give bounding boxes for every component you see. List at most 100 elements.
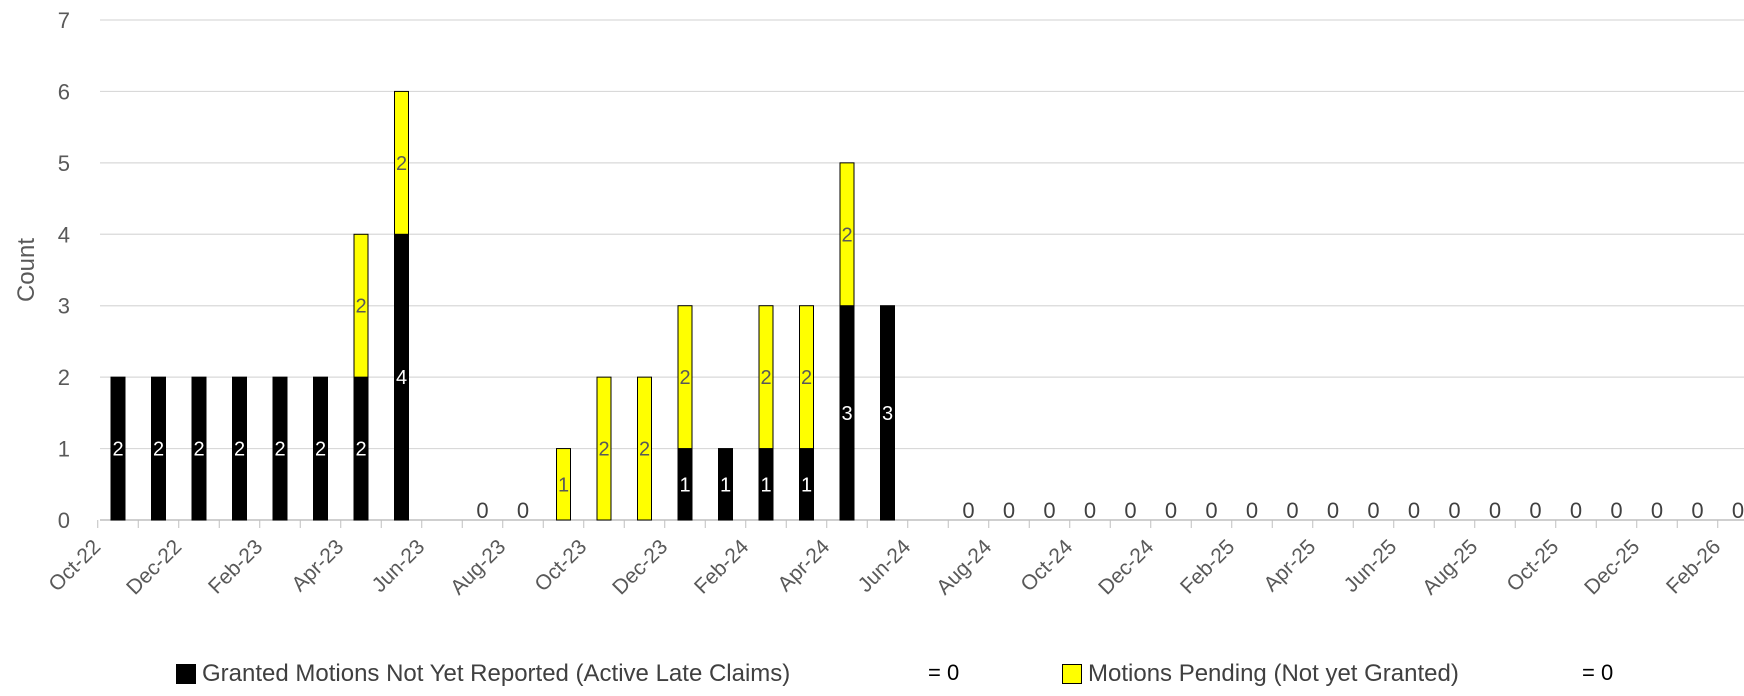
data-label-zero: 0	[1691, 498, 1703, 523]
data-label-zero: 0	[1367, 498, 1379, 523]
x-tick-label: Apr-23	[287, 535, 348, 596]
data-label-pending: 2	[801, 367, 812, 389]
legend-item-granted: Granted Motions Not Yet Reported (Active…	[176, 660, 790, 688]
x-tick-label: Dec-25	[1580, 535, 1644, 599]
data-label-granted: 1	[720, 474, 731, 496]
bars	[110, 90, 895, 521]
data-label-zero: 0	[1286, 498, 1298, 523]
x-axis: Oct-22 Dec-22 Feb-23 Apr-23 Jun-23 Aug-23 Oct-…	[44, 520, 1725, 599]
y-tick-label: 0	[58, 508, 70, 533]
data-label-zero: 0	[1205, 498, 1217, 523]
legend-swatch-pending	[1062, 664, 1082, 684]
x-tick-label: Jun-24	[854, 535, 916, 597]
bar-granted	[232, 376, 247, 521]
data-label-granted: 2	[234, 439, 245, 461]
x-tick-label: Jun-25	[1340, 535, 1402, 597]
bar-pending	[758, 305, 774, 450]
legend-count-pending: = 0	[1582, 660, 1614, 685]
x-tick-label: Feb-24	[690, 535, 754, 599]
data-label-zero: 0	[1003, 498, 1015, 523]
bar-pending	[799, 305, 814, 450]
x-tick-label: Feb-25	[1176, 535, 1239, 598]
x-tick-label: Feb-23	[204, 535, 267, 598]
data-label-zero: 0	[962, 498, 974, 523]
data-label-zero: 0	[1327, 498, 1339, 523]
data-label-zero: 0	[1732, 498, 1744, 523]
data-label-zero: 0	[1043, 498, 1055, 523]
y-tick-label: 7	[58, 8, 70, 33]
y-tick-label: 5	[58, 151, 70, 176]
bar-granted	[718, 448, 733, 521]
x-tick-label: Apr-24	[773, 535, 834, 596]
data-label-granted: 2	[193, 439, 204, 461]
bar-pending	[353, 233, 369, 378]
data-label-zero: 0	[1084, 498, 1096, 523]
data-label-granted: 2	[112, 439, 123, 461]
stacked-bar-chart: 2 2 2 2 2 2 2 2 4 2 0 0 1 2 2 1 2 1 1 2 1 2 3 2 3 0 0 0 0 0 0 0 0 0 0 0 0 0 0 0…	[13, 8, 1744, 599]
bar-granted	[880, 305, 895, 521]
y-axis: 0 1 2 3 4 5 6 7	[58, 8, 70, 533]
legend-label-pending: Motions Pending (Not yet Granted)	[1088, 660, 1459, 687]
bar-granted	[313, 376, 328, 521]
data-label-pending: 2	[598, 439, 609, 461]
data-label-granted: 2	[153, 439, 164, 461]
x-tick-label: Apr-25	[1259, 535, 1320, 596]
data-label-granted: 2	[274, 439, 285, 461]
x-tick-label: Jun-23	[368, 535, 430, 597]
x-tick-label: Aug-25	[1418, 535, 1482, 599]
data-labels: 2 2 2 2 2 2 2 2 4 2 0 0 1 2 2 1 2 1 1 2 1 2 3 2 3 0 0 0 0 0 0 0 0 0 0 0 0 0 0 0…	[112, 153, 1744, 523]
data-label-granted: 2	[315, 439, 326, 461]
bar-pending	[556, 448, 571, 521]
data-label-zero: 0	[517, 498, 529, 523]
x-tick-label: Aug-24	[932, 535, 996, 599]
x-tick-label: Oct-22	[44, 535, 105, 596]
data-label-zero: 0	[1448, 498, 1460, 523]
legend-item-pending: Motions Pending (Not yet Granted)	[1062, 660, 1459, 688]
bar-pending	[596, 376, 612, 521]
data-label-pending: 2	[760, 367, 771, 389]
data-label-pending: 1	[558, 474, 569, 496]
x-tick-label: Dec-22	[122, 535, 186, 599]
data-label-zero: 0	[476, 498, 488, 523]
data-label-zero: 0	[1489, 498, 1501, 523]
bar-pending	[394, 90, 409, 235]
data-label-pending: 2	[679, 367, 690, 389]
data-label-zero: 0	[1651, 498, 1663, 523]
x-tick-label: Oct-23	[530, 535, 591, 596]
legend: Granted Motions Not Yet Reported (Active…	[0, 660, 1744, 694]
data-label-granted: 4	[396, 367, 407, 389]
data-label-zero: 0	[1610, 498, 1622, 523]
data-label-pending: 2	[355, 296, 366, 318]
legend-count-granted: = 0	[928, 660, 960, 685]
x-tick-label: Oct-25	[1502, 535, 1563, 596]
data-label-zero: 0	[1165, 498, 1177, 523]
data-label-granted: 3	[841, 403, 852, 425]
data-label-zero: 0	[1408, 498, 1420, 523]
data-label-granted: 1	[801, 474, 812, 496]
bar-pending	[839, 162, 855, 307]
y-tick-label: 6	[58, 79, 70, 104]
data-label-pending: 2	[639, 439, 650, 461]
bar-granted	[191, 376, 207, 521]
data-label-granted: 1	[679, 474, 690, 496]
x-tick-label: Dec-23	[608, 535, 672, 599]
data-label-granted: 1	[760, 474, 771, 496]
x-tick-label: Aug-23	[446, 535, 510, 599]
y-tick-label: 1	[58, 437, 70, 462]
data-label-pending: 2	[841, 224, 852, 246]
data-label-zero: 0	[1246, 498, 1258, 523]
data-label-granted: 3	[882, 403, 893, 425]
gridlines	[100, 19, 1744, 521]
bar-pending	[637, 376, 652, 521]
data-label-zero: 0	[1570, 498, 1582, 523]
legend-label-granted: Granted Motions Not Yet Reported (Active…	[202, 660, 791, 687]
bar-granted	[272, 376, 288, 521]
data-label-granted: 2	[355, 439, 366, 461]
x-tick-label: Feb-26	[1662, 535, 1725, 598]
bar-granted	[151, 376, 166, 521]
y-tick-label: 2	[58, 365, 70, 390]
y-axis-label: Count	[13, 238, 40, 302]
data-label-zero: 0	[1124, 498, 1136, 523]
x-tick-label: Oct-24	[1016, 535, 1077, 596]
